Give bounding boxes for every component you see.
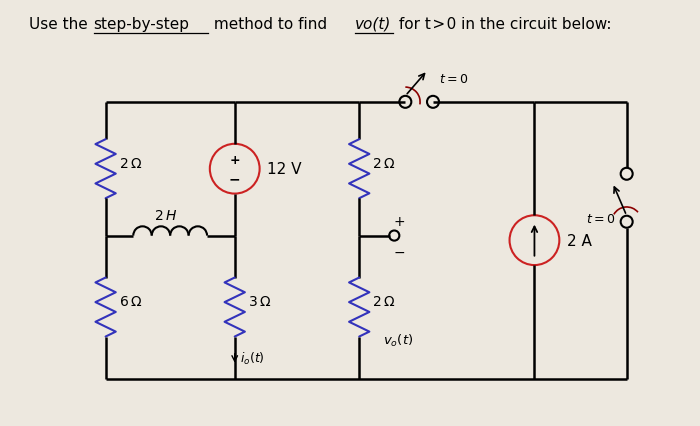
- Text: vo(t): vo(t): [355, 17, 391, 32]
- Text: method to find: method to find: [209, 17, 332, 32]
- Circle shape: [621, 216, 633, 228]
- Text: $2\,\Omega$: $2\,\Omega$: [118, 157, 141, 171]
- Text: +: +: [394, 214, 405, 228]
- Circle shape: [389, 231, 399, 241]
- Text: $i_o(t)$: $i_o(t)$: [240, 350, 265, 366]
- Text: −: −: [394, 245, 405, 259]
- Text: +: +: [230, 154, 240, 167]
- Text: $2\,H$: $2\,H$: [154, 209, 177, 223]
- Text: $3\,\Omega$: $3\,\Omega$: [248, 295, 271, 309]
- Text: Use the: Use the: [29, 17, 92, 32]
- Text: 2 A: 2 A: [567, 233, 592, 248]
- Circle shape: [427, 97, 439, 109]
- Text: 12 V: 12 V: [267, 162, 302, 177]
- Text: $6\,\Omega$: $6\,\Omega$: [118, 295, 141, 309]
- Text: $t = 0$: $t = 0$: [586, 212, 615, 225]
- Text: $2\,\Omega$: $2\,\Omega$: [372, 157, 396, 171]
- Text: step-by-step: step-by-step: [94, 17, 190, 32]
- Text: for t > 0 in the circuit below:: for t > 0 in the circuit below:: [394, 17, 612, 32]
- Text: −: −: [229, 172, 241, 185]
- Text: $v_o(t)$: $v_o(t)$: [383, 332, 413, 348]
- Text: $2\,\Omega$: $2\,\Omega$: [372, 295, 396, 309]
- Text: $t = 0$: $t = 0$: [440, 73, 469, 86]
- Circle shape: [621, 168, 633, 180]
- Circle shape: [399, 97, 412, 109]
